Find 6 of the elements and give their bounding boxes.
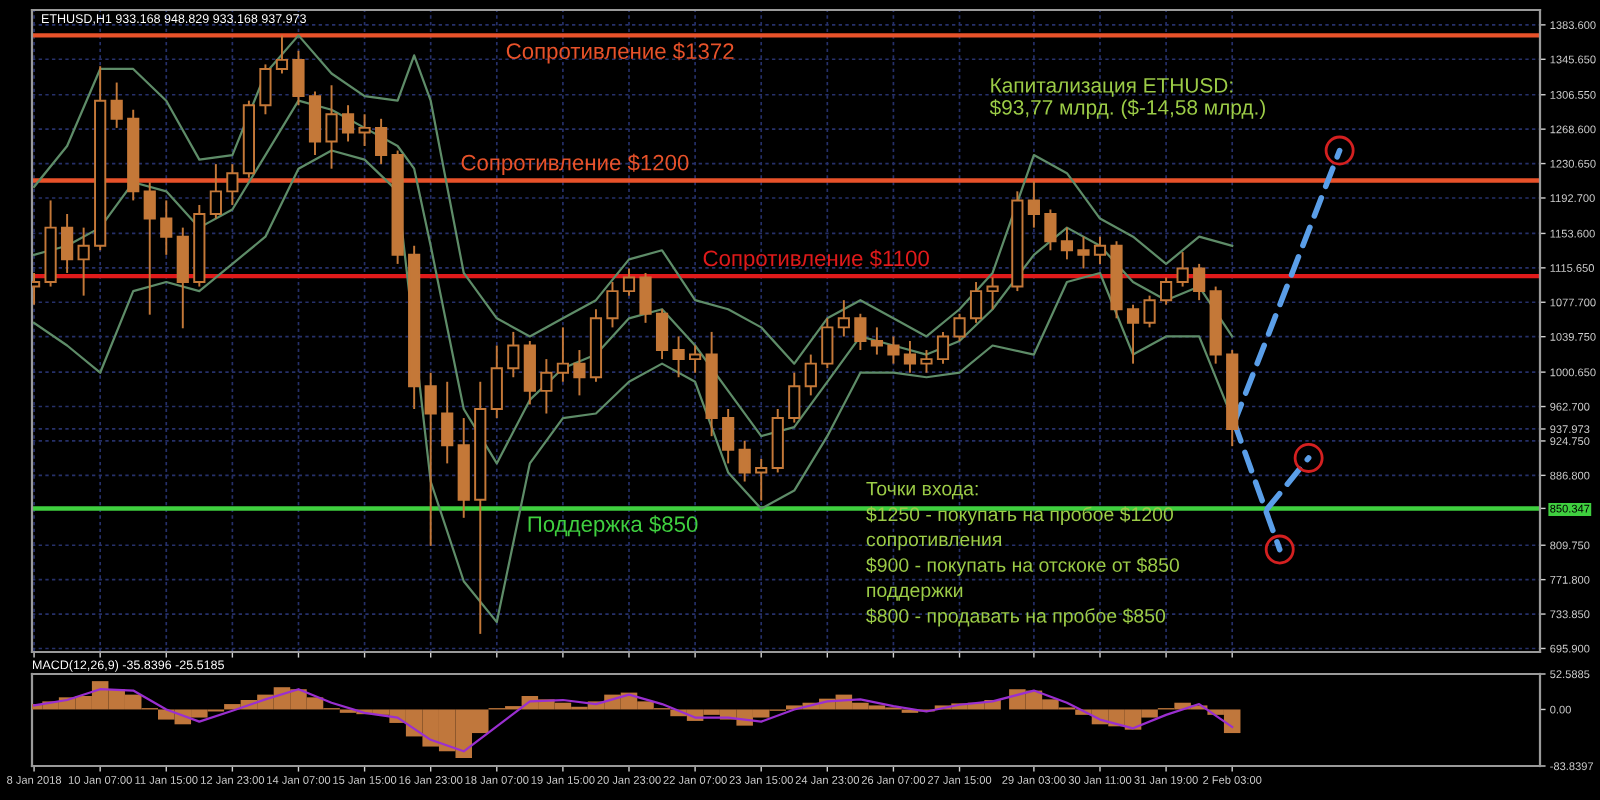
annotation: Капитализация ETHUSD: $93,77 млрд. ($-14,58 млрд.)	[989, 77, 1265, 119]
ref-line-label: Сопротивление $1200	[461, 153, 689, 175]
ref-line-label: Сопротивление $1100	[703, 249, 929, 271]
ref-line-label: Сопротивление $1372	[506, 42, 734, 64]
ref-line-label: Поддержка $850	[528, 515, 698, 537]
annotation: Точки входа: $1250 - покупать на пробое $1200 сопротивления $900 - покупать на отскоке от $850 поддержки $800 - продавать на пробое $850	[866, 481, 1179, 627]
